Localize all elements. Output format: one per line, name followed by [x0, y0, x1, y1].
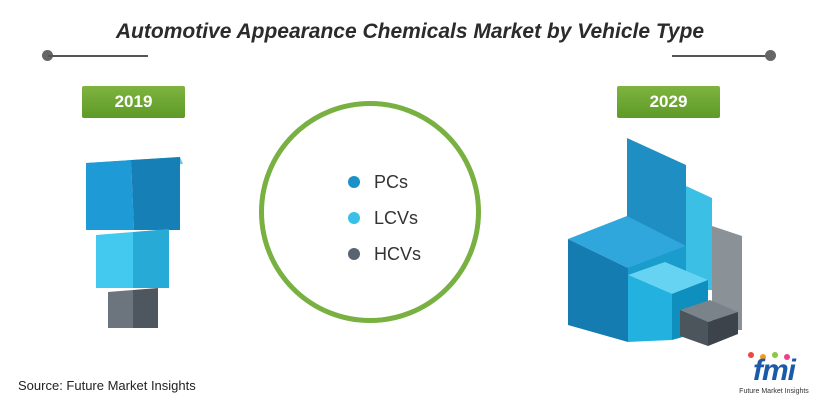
legend-ring	[259, 101, 481, 323]
fmi-logo: fmi Future Market Insights	[738, 352, 810, 398]
legend-item-lcvs: LCVs	[348, 200, 421, 236]
lcvs-cube-2029-back	[686, 186, 712, 290]
title-rule-right	[672, 55, 770, 57]
logo-dot-red	[748, 352, 754, 358]
legend-swatch-pcs	[348, 176, 360, 188]
cubes-2019	[86, 157, 183, 328]
legend-label-pcs: PCs	[374, 171, 409, 192]
cubes-2029	[568, 138, 742, 346]
logo-wordmark: fmi	[753, 354, 796, 387]
hcvs-cube-2019-front	[108, 290, 133, 328]
lcvs-cube-2019-side	[133, 229, 169, 288]
pcs-cube-2019-front	[86, 160, 134, 230]
source-note: Source: Future Market Insights	[18, 378, 196, 393]
year-badge-2029: 2029	[617, 86, 720, 118]
logo-dot-pink	[784, 354, 790, 360]
legend-label-lcvs: LCVs	[374, 207, 419, 228]
hcvs-cube-2029-back	[712, 226, 742, 330]
logo-dot-orange	[760, 354, 766, 360]
year-badge-2019: 2019	[82, 86, 185, 118]
hcvs-cube-2029-side	[708, 312, 738, 346]
hcvs-cube-2019-side	[133, 288, 158, 328]
legend-item-hcvs: HCVs	[348, 236, 421, 272]
hcvs-cube-2029-top	[680, 300, 738, 322]
legend: PCs LCVs HCVs	[348, 164, 421, 272]
title-rule-left-dot	[42, 50, 53, 61]
title-rule-left	[48, 55, 148, 57]
chart-title: Automotive Appearance Chemicals Market b…	[115, 20, 705, 43]
title-rule-right-dot	[765, 50, 776, 61]
logo-tagline: Future Market Insights	[739, 388, 809, 395]
logo-dot-green	[772, 352, 778, 358]
pcs-cube-2029-front	[568, 239, 628, 342]
lcvs-cube-2029-top	[628, 262, 708, 294]
legend-swatch-hcvs	[348, 248, 360, 260]
pcs-cube-2029-top	[568, 216, 686, 268]
legend-item-pcs: PCs	[348, 164, 421, 200]
lcvs-cube-2029-front	[628, 275, 672, 342]
lcvs-cube-2019-front	[96, 232, 133, 288]
hcvs-cube-2029-front	[680, 310, 708, 346]
legend-swatch-lcvs	[348, 212, 360, 224]
legend-label-hcvs: HCVs	[374, 243, 422, 264]
pcs-cube-2019-side	[131, 157, 180, 230]
